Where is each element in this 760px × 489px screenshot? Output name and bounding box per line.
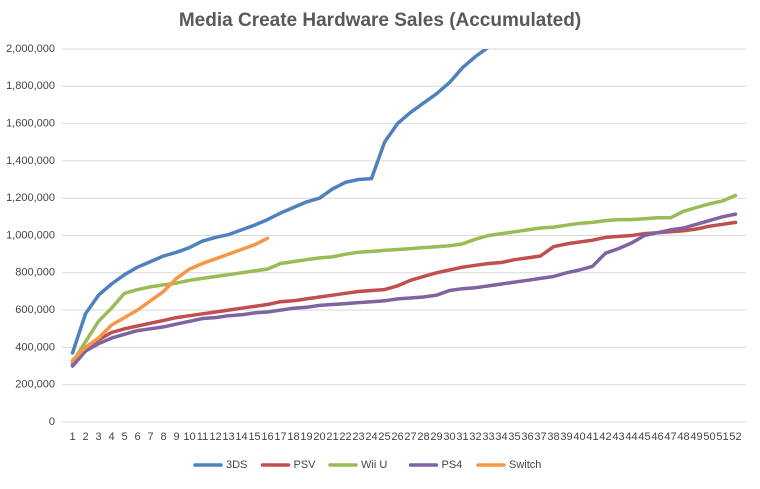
x-tick-label: 41 — [586, 431, 598, 443]
x-tick-label: 8 — [160, 431, 166, 443]
y-tick-label: 1,000,000 — [6, 229, 55, 241]
x-tick-label: 25 — [378, 431, 390, 443]
x-tick-label: 15 — [248, 431, 260, 443]
y-tick-label: 1,800,000 — [6, 80, 55, 92]
x-tick-label: 49 — [690, 431, 702, 443]
legend-label: PS4 — [442, 459, 463, 471]
x-tick-label: 4 — [108, 431, 114, 443]
legend-label: PSV — [294, 459, 317, 471]
series-line — [70, 212, 738, 368]
y-tick-label: 200,000 — [15, 379, 55, 391]
y-tick-label: 800,000 — [15, 267, 55, 279]
y-tick-label: 2,000,000 — [6, 43, 55, 55]
x-tick-label: 24 — [365, 431, 377, 443]
x-tick-label: 27 — [404, 431, 416, 443]
y-tick-label: 1,200,000 — [6, 192, 55, 204]
y-tick-label: 0 — [49, 416, 55, 428]
x-tick-label: 34 — [495, 431, 507, 443]
y-tick-label: 400,000 — [15, 341, 55, 353]
x-tick-label: 2 — [82, 431, 88, 443]
x-tick-label: 13 — [222, 431, 234, 443]
x-tick-label: 7 — [147, 431, 153, 443]
legend-label: Switch — [509, 459, 541, 471]
x-tick-label: 31 — [456, 431, 468, 443]
x-tick-label: 28 — [417, 431, 429, 443]
x-tick-label: 9 — [173, 431, 179, 443]
x-tick-label: 23 — [352, 431, 364, 443]
x-tick-label: 50 — [703, 431, 715, 443]
x-tick-label: 35 — [508, 431, 520, 443]
series-line — [70, 220, 738, 366]
x-tick-label: 46 — [651, 431, 663, 443]
x-tick-label: 26 — [391, 431, 403, 443]
y-tick-label: 1,400,000 — [6, 155, 55, 167]
x-tick-label: 5 — [121, 431, 127, 443]
x-tick-label: 17 — [274, 431, 286, 443]
series-line — [70, 49, 489, 355]
x-tick-label: 11 — [197, 431, 208, 443]
x-tick-label: 33 — [482, 431, 494, 443]
x-tick-label: 10 — [183, 431, 195, 443]
x-tick-label: 18 — [287, 431, 299, 443]
x-tick-label: 42 — [599, 431, 611, 443]
x-tick-label: 6 — [134, 431, 140, 443]
x-tick-label: 21 — [326, 431, 338, 443]
x-tick-label: 16 — [261, 431, 273, 443]
x-tick-label: 40 — [573, 431, 585, 443]
x-tick-label: 19 — [300, 431, 312, 443]
x-tick-label: 20 — [313, 431, 325, 443]
x-tick-label: 45 — [638, 431, 650, 443]
x-tick-label: 52 — [729, 431, 741, 443]
x-tick-label: 1 — [69, 431, 75, 443]
x-tick-label: 29 — [430, 431, 442, 443]
x-tick-label: 44 — [625, 431, 637, 443]
series-line — [70, 236, 270, 363]
x-tick-label: 36 — [521, 431, 533, 443]
legend-label: 3DS — [226, 459, 247, 471]
series-line — [70, 193, 738, 365]
x-tick-label: 43 — [612, 431, 624, 443]
chart-title: Media Create Hardware Sales (Accumulated… — [179, 10, 581, 31]
x-tick-label: 22 — [339, 431, 351, 443]
x-tick-label: 48 — [677, 431, 689, 443]
plot-lines — [70, 49, 738, 368]
x-tick-label: 14 — [235, 431, 247, 443]
x-tick-label: 12 — [209, 431, 221, 443]
y-tick-label: 600,000 — [15, 304, 55, 316]
x-tick-label: 32 — [469, 431, 481, 443]
grid — [62, 48, 746, 423]
x-tick-label: 39 — [560, 431, 572, 443]
x-tick-label: 3 — [95, 431, 101, 443]
x-tick-label: 37 — [534, 431, 546, 443]
y-tick-label: 1,600,000 — [6, 118, 55, 130]
legend-label: Wii U — [361, 459, 387, 471]
x-tick-label: 47 — [664, 431, 676, 443]
x-tick-label: 30 — [443, 431, 455, 443]
x-tick-label: 38 — [547, 431, 559, 443]
x-tick-label: 51 — [716, 431, 728, 443]
